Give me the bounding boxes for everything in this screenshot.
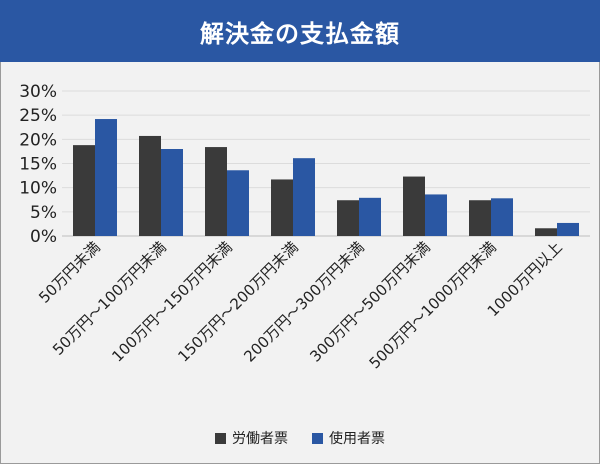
bar-employer [95, 119, 117, 236]
bar-employer [293, 158, 315, 236]
legend-swatch-employer [312, 432, 323, 444]
y-tick-label: 25% [19, 106, 57, 126]
bar-employer [161, 149, 183, 236]
bar-worker [73, 145, 95, 236]
bar-worker [469, 200, 491, 236]
y-tick-label: 20% [19, 130, 57, 150]
y-tick-label: 5% [30, 203, 57, 223]
x-tick-label: 300万円〜500万円未満 [306, 238, 433, 365]
bar-worker [535, 228, 557, 236]
x-tick-label: 500万円〜1000万円未満 [366, 238, 500, 372]
legend-item-worker: 労働者票 [215, 428, 288, 448]
legend-item-employer: 使用者票 [312, 428, 385, 448]
legend-label-employer: 使用者票 [329, 431, 385, 447]
y-tick-label: 10% [19, 179, 57, 199]
chart-legend: 労働者票 使用者票 [0, 428, 600, 448]
bar-employer [557, 222, 579, 236]
legend-swatch-worker [215, 432, 226, 444]
bar-employer [491, 198, 513, 236]
y-tick-label: 15% [19, 155, 57, 175]
bar-employer [227, 170, 249, 236]
y-tick-label: 0% [30, 227, 57, 247]
x-tick-label: 50万円未満 [35, 238, 104, 307]
bar-employer [425, 194, 447, 236]
bar-worker [403, 176, 425, 236]
chart-header: 解決金の支払金額 [0, 0, 600, 62]
bar-employer [359, 197, 381, 236]
chart-title: 解決金の支払金額 [200, 18, 400, 48]
legend-label-worker: 労働者票 [232, 431, 288, 447]
bar-worker [139, 135, 161, 236]
bar-worker [337, 200, 359, 236]
y-tick-label: 30% [19, 82, 57, 102]
bar-worker [271, 179, 293, 236]
x-tick-label: 150万円〜200万円未満 [174, 238, 301, 365]
x-tick-label: 200万円〜300万円未満 [240, 238, 367, 365]
bar-worker [205, 147, 227, 236]
x-tick-label: 100万円〜150万円未満 [108, 238, 235, 365]
x-tick-label: 50万円〜100万円未満 [49, 238, 170, 359]
